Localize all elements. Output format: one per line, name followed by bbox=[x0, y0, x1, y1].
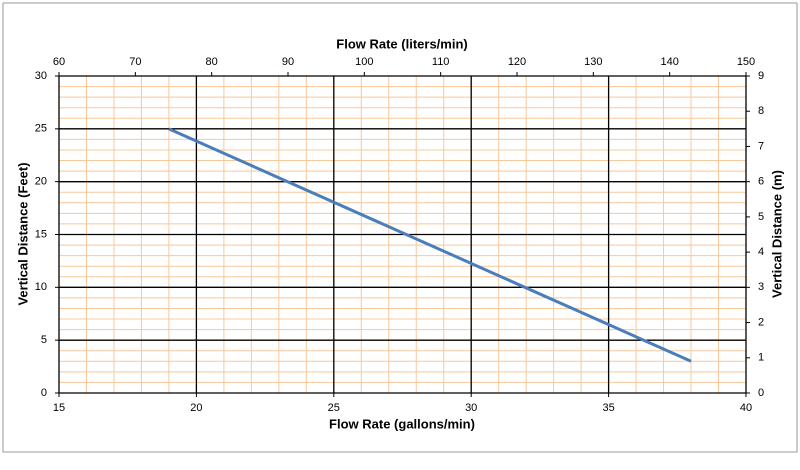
x2-tick-label: 70 bbox=[129, 56, 141, 68]
y2-tick-label: 1 bbox=[758, 352, 764, 364]
data-line bbox=[168, 127, 692, 363]
y2-tick-label: 9 bbox=[758, 70, 764, 82]
y-axis-title: Vertical Distance (Feet) bbox=[15, 162, 30, 305]
x-axis-title: Flow Rate (gallons/min) bbox=[329, 416, 475, 431]
y-tick-label: 10 bbox=[35, 281, 47, 293]
x-tick-label: 40 bbox=[740, 402, 752, 414]
y2-tick-label: 6 bbox=[758, 176, 764, 188]
y2-tick-label: 7 bbox=[758, 140, 764, 152]
y-tick-label: 5 bbox=[41, 334, 47, 346]
x2-tick-label: 150 bbox=[737, 56, 755, 68]
y2-tick-label: 0 bbox=[758, 387, 764, 399]
x2-tick-label: 60 bbox=[53, 56, 65, 68]
plot-border bbox=[58, 75, 747, 394]
x2-tick-label: 140 bbox=[660, 56, 678, 68]
y-tick-label: 20 bbox=[35, 176, 47, 188]
y-tick-label: 25 bbox=[35, 123, 47, 135]
x2-tick-label: 110 bbox=[432, 56, 450, 68]
chart-frame bbox=[2, 2, 798, 453]
y2-axis-title: Vertical Distance (m) bbox=[769, 170, 784, 298]
y2-tick-label: 5 bbox=[758, 211, 764, 223]
x2-axis-title: Flow Rate (liters/min) bbox=[336, 36, 467, 51]
y-tick-label: 30 bbox=[35, 70, 47, 82]
x-tick-label: 35 bbox=[602, 402, 614, 414]
x2-tick-label: 90 bbox=[282, 56, 294, 68]
y2-tick-label: 2 bbox=[758, 316, 764, 328]
x2-tick-label: 80 bbox=[206, 56, 218, 68]
y2-tick-label: 3 bbox=[758, 281, 764, 293]
x2-tick-label: 100 bbox=[355, 56, 373, 68]
y2-tick-label: 8 bbox=[758, 105, 764, 117]
x-tick-label: 15 bbox=[53, 402, 65, 414]
x-tick-label: 25 bbox=[328, 402, 340, 414]
x2-tick-label: 120 bbox=[508, 56, 526, 68]
x-tick-label: 30 bbox=[465, 402, 477, 414]
y2-tick-label: 4 bbox=[758, 246, 764, 258]
y-tick-label: 15 bbox=[35, 228, 47, 240]
y-tick-label: 0 bbox=[41, 387, 47, 399]
x2-tick-label: 130 bbox=[584, 56, 602, 68]
x-tick-label: 20 bbox=[190, 402, 202, 414]
